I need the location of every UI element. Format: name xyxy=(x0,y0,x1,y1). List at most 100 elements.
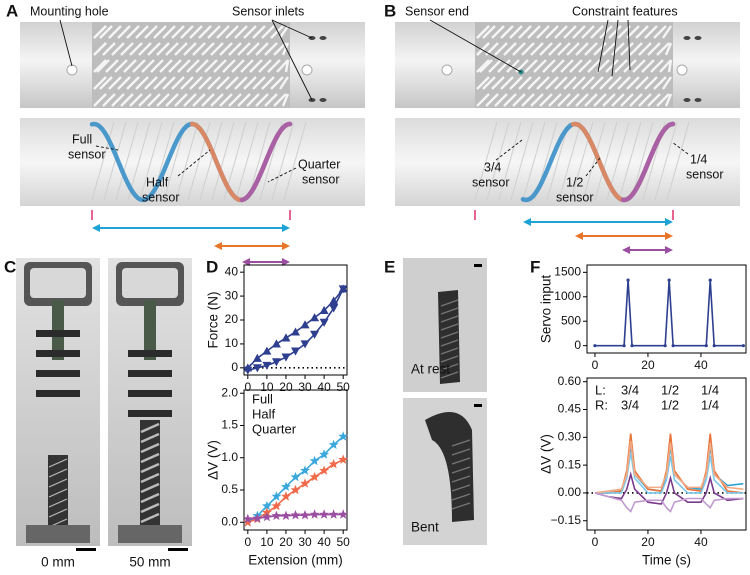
inlet xyxy=(319,36,327,40)
data-point xyxy=(328,439,339,449)
data-point xyxy=(671,344,675,348)
lattice-slot xyxy=(201,42,215,56)
legend-entry: 1/4 xyxy=(701,382,719,397)
lattice-slot xyxy=(198,25,212,39)
lattice-slot xyxy=(614,59,628,73)
lattice-slot xyxy=(590,76,604,90)
arrow-head xyxy=(92,224,100,232)
leader-line xyxy=(597,19,609,73)
legend-entry: Full xyxy=(252,391,273,406)
y-tick-label: 20 xyxy=(225,312,239,326)
tube-slot xyxy=(440,307,459,315)
lattice-slot xyxy=(524,59,538,73)
data-point xyxy=(290,510,301,520)
hole xyxy=(441,64,453,76)
lattice-slot xyxy=(150,59,164,73)
lattice-slot xyxy=(210,42,224,56)
sensor-tube-bent xyxy=(425,412,474,522)
data-point xyxy=(319,465,330,475)
lattice-slot xyxy=(590,25,604,39)
lattice-slot xyxy=(581,25,595,39)
lattice-slot xyxy=(572,76,586,90)
lattice-slot xyxy=(159,59,173,73)
y-tick-label: 40 xyxy=(225,264,239,278)
lattice-slot xyxy=(545,76,559,90)
lattice-slot xyxy=(632,59,646,73)
leader-line xyxy=(611,19,619,77)
lattice-slot xyxy=(494,42,508,56)
lattice-ghost xyxy=(271,121,295,201)
x-tick-label: 30 xyxy=(298,535,312,549)
y-tick-label: 0.0 xyxy=(221,514,238,528)
leader-line xyxy=(495,139,523,161)
data-point xyxy=(310,330,320,339)
panel-letter: A xyxy=(6,1,18,20)
lattice-slot xyxy=(240,59,254,73)
data-point xyxy=(319,449,330,459)
tube-slot xyxy=(48,498,68,508)
lattice-slot xyxy=(114,59,128,73)
annotation: Sensor end xyxy=(405,4,469,18)
rod xyxy=(144,300,156,360)
lattice-slot xyxy=(135,76,149,90)
fixture-disc xyxy=(36,350,80,357)
lattice-slot xyxy=(189,25,203,39)
tube-slot xyxy=(48,508,68,518)
inlet xyxy=(683,36,691,40)
lattice-ghost xyxy=(115,121,139,201)
lattice-slot xyxy=(533,59,547,73)
lattice-slot xyxy=(575,93,589,107)
lattice-slot xyxy=(485,93,499,107)
data-point xyxy=(663,344,667,348)
lattice-slot xyxy=(252,25,266,39)
lattice-slot xyxy=(500,76,514,90)
data-point xyxy=(309,471,320,482)
data-point xyxy=(271,358,281,367)
lattice-slot xyxy=(476,93,490,107)
leader-line xyxy=(177,149,211,177)
lattice-slot xyxy=(599,76,613,90)
tube-slot xyxy=(451,502,471,510)
lattice-ghost xyxy=(582,121,606,201)
labels: A B C D E F Mounting hole Sensor inlets … xyxy=(4,1,724,569)
lattice-slot xyxy=(186,59,200,73)
lattice-slot xyxy=(195,59,209,73)
data-point xyxy=(252,364,262,373)
y-axis-title: Servo input xyxy=(539,275,554,344)
lattice-slot xyxy=(144,25,158,39)
panel-letter: F xyxy=(530,257,540,276)
lattice-slot xyxy=(93,93,107,107)
lattice-slot xyxy=(620,93,634,107)
lattice-slot xyxy=(117,76,131,90)
series-line xyxy=(594,440,744,494)
lattice-slot xyxy=(255,93,269,107)
tube-slot xyxy=(440,371,459,379)
photo-caption: Bent xyxy=(411,520,439,535)
lattice-slot xyxy=(611,93,625,107)
lattice-ghost xyxy=(666,121,690,201)
tube-slot xyxy=(440,315,459,323)
lattice-slot xyxy=(222,59,236,73)
lattice-slot xyxy=(509,25,523,39)
hole xyxy=(66,64,78,76)
illustrations xyxy=(16,19,740,551)
tube-slot xyxy=(140,462,160,474)
data-point xyxy=(338,454,349,464)
lattice-ghost xyxy=(211,121,235,201)
lattice-slot xyxy=(270,25,284,39)
lattice-slot xyxy=(183,93,197,107)
y-tick-label: 0.30 xyxy=(558,429,582,443)
data-point xyxy=(328,459,339,469)
lattice-slot xyxy=(111,42,125,56)
lattice-slot xyxy=(530,42,544,56)
lattice-ghost xyxy=(247,121,271,201)
data-point xyxy=(262,346,272,355)
sensor-wire xyxy=(239,121,293,203)
lattice-slot xyxy=(578,59,592,73)
data-point xyxy=(243,366,253,375)
fixture-disc xyxy=(36,330,80,337)
data-point xyxy=(338,431,349,441)
lattice-slot xyxy=(635,25,649,39)
series-line xyxy=(594,492,744,513)
lattice-slot xyxy=(171,25,185,39)
